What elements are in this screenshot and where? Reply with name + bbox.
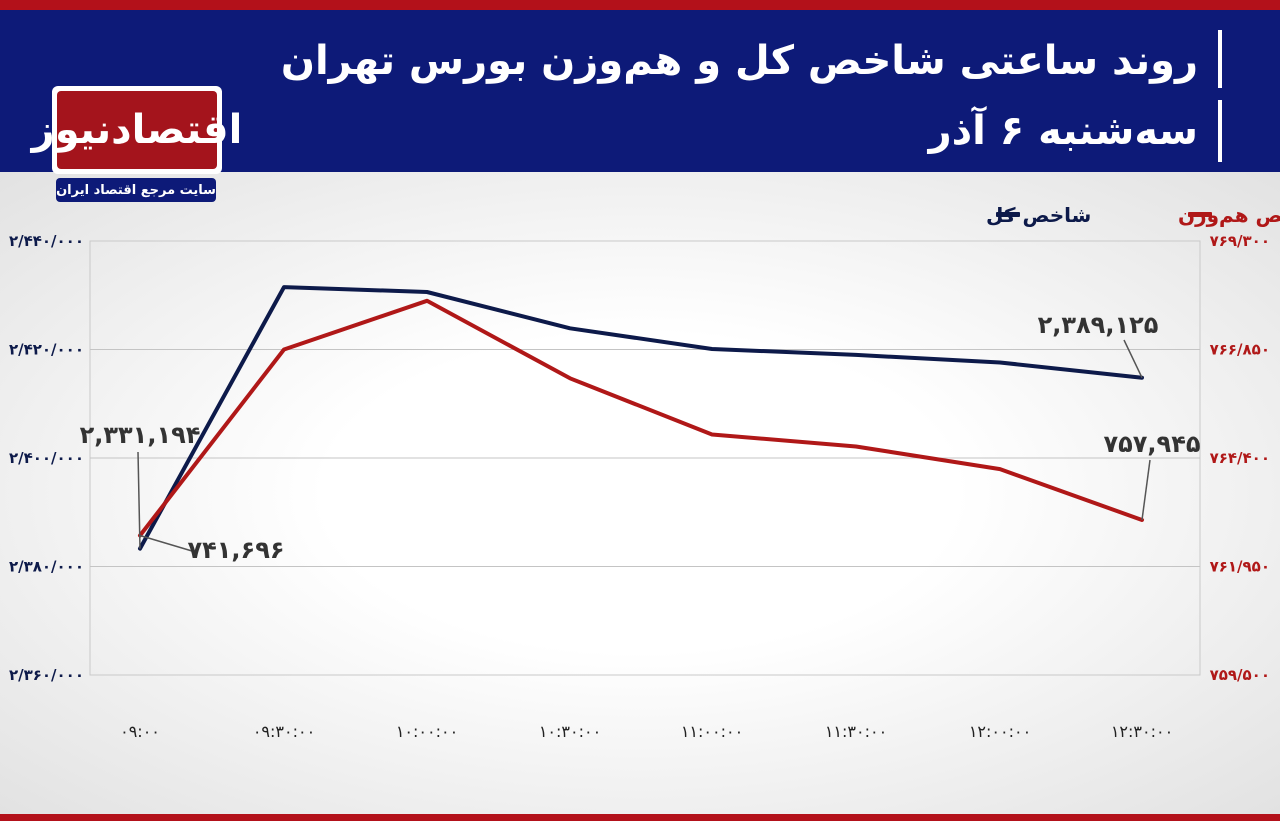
x-tick-label: ۱۰:۳۰:۰۰ [539, 722, 601, 741]
data-point [425, 299, 429, 303]
legend-label: شاخص هم‌وزن [1178, 203, 1280, 227]
data-point [568, 376, 572, 380]
data-label: ۲,۳۳۱,۱۹۴ [80, 421, 201, 449]
annotation-leader [1123, 339, 1143, 379]
data-point [854, 353, 858, 357]
y-right-tick-label: ۷۶۹/۳۰۰ [1210, 232, 1270, 250]
bottom-accent-strip [0, 814, 1280, 821]
brand-logo: اقتصادنیوز [32, 86, 242, 174]
data-label: ۷۴۱,۶۹۶ [187, 536, 284, 564]
x-tick-label: ۱۱:۰۰:۰۰ [681, 722, 743, 741]
data-point [998, 361, 1002, 365]
subtitle-divider [1218, 100, 1222, 162]
title-divider [1218, 30, 1222, 88]
y-right-tick-label: ۷۶۴/۴۰۰ [1210, 449, 1270, 467]
page-subtitle: سه‌شنبه ۶ آذر [928, 108, 1198, 154]
brand-logo-text: اقتصادنیوز [32, 91, 242, 169]
y-right-tick-label: ۷۶۶/۸۵۰ [1210, 341, 1270, 359]
series-line [138, 285, 1144, 551]
legend-label: شاخص کل [986, 203, 1091, 227]
y-right-tick-label: ۷۶۱/۹۵۰ [1210, 558, 1270, 576]
y-left-tick-label: ۲/۳۸۰/۰۰۰ [9, 558, 84, 576]
data-label: ۲,۳۸۹,۱۲۵ [1038, 311, 1159, 339]
data-point [425, 290, 429, 294]
y-left-tick-label: ۲/۴۰۰/۰۰۰ [9, 449, 84, 467]
annotation-leader [139, 534, 193, 552]
data-point [710, 347, 714, 351]
y-left-tick-label: ۲/۳۶۰/۰۰۰ [9, 666, 84, 684]
brand-tagline: سایت مرجع اقتصاد ایران [56, 178, 216, 202]
x-tick-label: ۱۱:۳۰:۰۰ [825, 722, 887, 741]
x-tick-label: ۱۰:۰۰:۰۰ [396, 722, 458, 741]
top-accent-strip [0, 0, 1280, 10]
data-point [998, 467, 1002, 471]
x-tick-label: ۱۲:۳۰:۰۰ [1111, 722, 1173, 741]
data-point [568, 326, 572, 330]
legend-swatch [1188, 212, 1212, 217]
annotation-leader [137, 451, 141, 549]
data-point [710, 433, 714, 437]
page-title: روند ساعتی شاخص کل و هم‌وزن بورس تهران [280, 38, 1198, 84]
x-tick-label: ۱۲:۰۰:۰۰ [969, 722, 1031, 741]
legend-swatch [996, 212, 1020, 217]
x-tick-label: ۰۹:۳۰:۰۰ [253, 722, 315, 741]
y-left-tick-label: ۲/۴۴۰/۰۰۰ [9, 232, 84, 250]
y-left-tick-label: ۲/۴۲۰/۰۰۰ [9, 341, 84, 359]
data-point [854, 444, 858, 448]
data-label: ۷۵۷,۹۴۵ [1103, 430, 1200, 458]
data-point [282, 348, 286, 351]
y-right-tick-label: ۷۵۹/۵۰۰ [1210, 666, 1270, 684]
series-line [138, 298, 1144, 538]
annotation-leader [1141, 459, 1151, 521]
data-point [282, 285, 286, 289]
x-tick-label: ۰۹:۰۰ [120, 722, 160, 741]
